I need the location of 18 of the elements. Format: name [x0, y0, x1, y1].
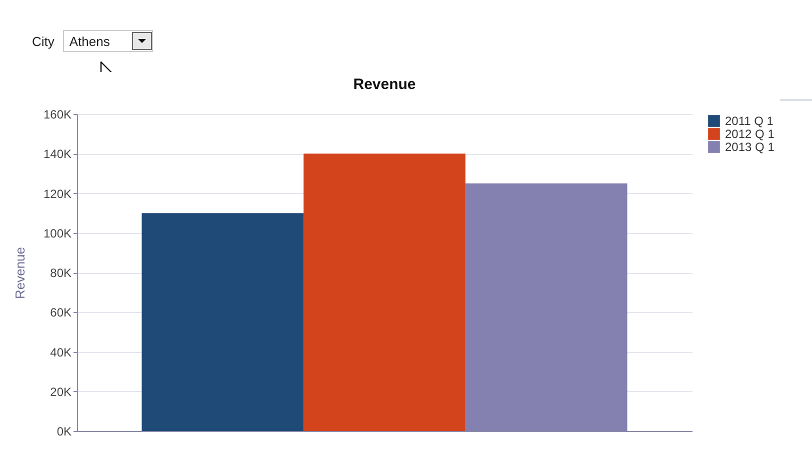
bar: [304, 154, 466, 431]
text: City: [32, 34, 54, 48]
y-tick-label: 120K: [43, 186, 72, 201]
y-tick-label: 60K: [50, 306, 72, 320]
legend-label: 2013 Q 1: [725, 140, 775, 154]
legend-label: 2011 Q 1: [725, 114, 774, 128]
y-tick-label: 80K: [50, 266, 72, 280]
y-tick-label: 40K: [50, 345, 72, 360]
y-tick-label: 20K: [50, 384, 72, 399]
y-tick-label: 100K: [43, 226, 72, 240]
dropdown-field: Athens: [63, 30, 154, 52]
y-tick-label: 160K: [43, 108, 72, 122]
legend-label: 2012 Q 1: [725, 127, 775, 141]
y-tick-label: 0K: [56, 424, 72, 438]
bar: [142, 213, 304, 431]
y-axis-title: Revenue: [12, 246, 28, 300]
y-tick-label: 140K: [43, 147, 72, 162]
chart-title: Revenue: [353, 76, 416, 93]
